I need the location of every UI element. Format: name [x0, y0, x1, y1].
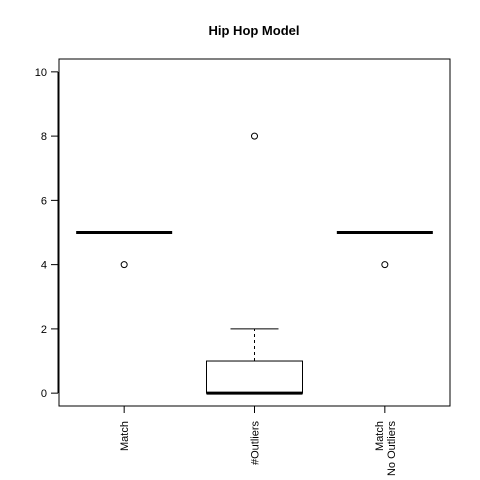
iqr-box — [206, 360, 303, 394]
x-axis: Match #Outliers Match No Outliers — [119, 406, 398, 476]
outlier-point — [120, 261, 128, 269]
x-tick-label: No Outliers — [386, 421, 398, 477]
x-tick-label: #Outliers — [250, 421, 262, 466]
y-axis: 0 2 4 6 8 10 — [35, 67, 59, 400]
y-tick-label: 8 — [41, 131, 47, 143]
box-1 — [76, 231, 173, 269]
chart-title: Hip Hop Model — [209, 23, 300, 38]
outlier-point — [251, 132, 258, 140]
y-tick-label: 6 — [41, 195, 47, 207]
boxes — [76, 132, 433, 395]
y-tick-label: 4 — [41, 260, 47, 272]
outlier-point — [381, 261, 389, 269]
x-tick-label: Match — [374, 421, 386, 451]
y-tick-label: 0 — [41, 388, 47, 400]
box-3 — [336, 231, 433, 269]
x-tick-label: Match — [119, 421, 131, 451]
box-2 — [206, 132, 303, 395]
y-tick-label: 10 — [35, 67, 47, 79]
y-tick-label: 2 — [41, 324, 47, 336]
